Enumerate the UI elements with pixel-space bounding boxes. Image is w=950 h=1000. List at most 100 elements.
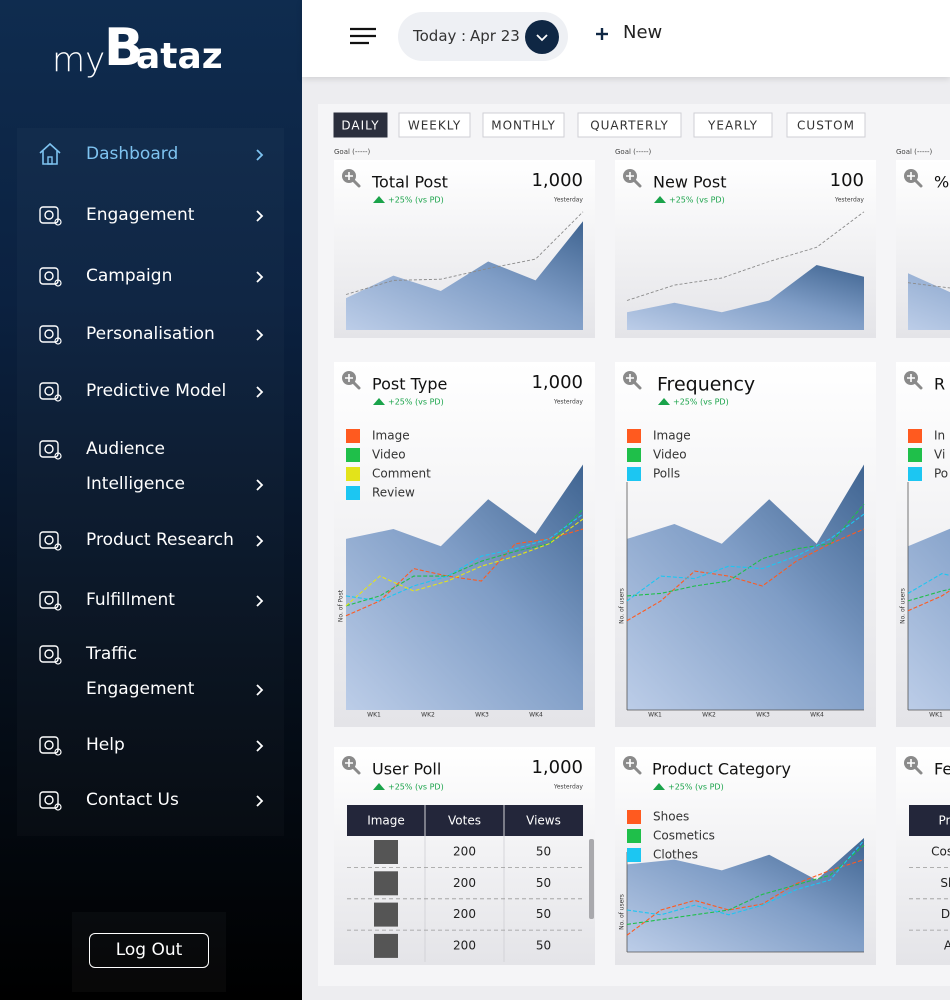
nav-item[interactable]: Product Research [0,523,302,558]
chevron-stroke [256,740,264,752]
card-change: +25% (vs PD) [669,196,725,205]
plus-icon [596,28,608,40]
card: R In Vi Po WK1 No. of users [896,362,950,727]
nav-label: Personalisation [86,324,215,344]
nav-icon [39,791,62,811]
icon-stroke [54,218,62,226]
card-change: +25% (vs PD) [388,196,444,205]
zoom-icon[interactable] [904,371,923,390]
logo-letter: B [104,18,144,78]
date-value: Apr 23 [470,27,520,45]
nav-item[interactable]: Fulfillment [0,583,302,618]
scrollbar[interactable] [589,839,594,919]
logout-button[interactable]: Log Out [89,933,209,968]
card-title: New Post [653,173,726,192]
goal-label: Goal (-----) [334,148,371,156]
tab[interactable]: MONTHLY [482,112,565,138]
card-title: % [934,173,949,192]
zoom-icon[interactable] [623,371,642,390]
chevron-stroke [256,595,264,607]
icon-stroke [44,444,54,454]
table-cell: Dr [941,907,950,921]
area [346,464,583,710]
zoom-icon[interactable] [904,756,923,775]
table-header-label: Image [367,814,405,828]
nav-chevron [256,271,264,283]
zoom-plus [907,374,915,382]
series-line [626,844,865,925]
series-line [345,513,584,602]
zoom-icon[interactable] [904,169,923,188]
nav-chevron [256,329,264,341]
tab-label: MONTHLY [491,119,556,133]
series-line [345,518,584,607]
nav-item[interactable]: Personalisation [0,317,302,352]
date-picker[interactable]: Today : Apr 23 [398,12,568,61]
zoom-icon[interactable] [342,169,361,188]
chevron-stroke [256,479,264,491]
nav-item[interactable]: Help [0,728,302,763]
zoom-handle [913,765,923,775]
legend-swatch [627,848,641,862]
icon-stroke [44,795,54,805]
table-header [347,805,583,836]
tab[interactable]: YEARLY [693,112,773,138]
nav-item[interactable]: Audience Intelligence [0,432,302,502]
legend-swatch [627,810,641,824]
zoom-handle [351,765,361,775]
card: Post Type 1,000 +25% (vs PD) Yesterday Image… [334,362,595,727]
tab-label: YEARLY [707,119,758,133]
chevron-stroke [256,329,264,341]
nav-icon [39,736,62,756]
nav-item[interactable]: Contact Us [0,783,302,818]
nav-item[interactable]: Predictive Model [0,374,302,409]
nav-icon [39,382,62,402]
icon-stroke [44,271,54,281]
icon-stroke [47,156,53,165]
card-title: Frequency [657,374,755,396]
zoom-handle [913,178,923,188]
tab[interactable]: WEEKLY [398,112,471,138]
date-label: Today [413,27,457,45]
tab[interactable]: QUARTERLY [577,112,682,138]
tab[interactable]: CUSTOM [786,112,866,138]
series-line [345,528,584,617]
nav-item[interactable]: Engagement [0,198,302,233]
legend-label: Shoes [653,810,689,824]
tab-label: DAILY [341,119,379,133]
nav-icon [39,531,62,551]
nav-label: Contact Us [86,790,179,810]
chevron-stroke [256,271,264,283]
zoom-icon[interactable] [623,169,642,188]
nav-item[interactable]: Campaign [0,259,302,294]
tab-box [333,112,388,138]
nav-label: Predictive Model [86,381,227,401]
zoom-icon[interactable] [342,371,361,390]
nav-label: Intelligence [86,474,185,494]
y-axis-label: No. of users [900,588,907,624]
zoom-plus [907,759,915,767]
icon-stroke [54,337,62,345]
zoom-icon[interactable] [342,756,361,775]
logo-suffix: ataz [136,36,223,77]
icon-stroke [39,736,59,754]
change-arrow [373,398,385,405]
menu-icon[interactable] [349,27,377,45]
legend-label: Po [934,467,948,481]
goal-label: Goal (-----) [615,148,652,156]
zoom-plus [626,374,634,382]
table-cell: 200 [453,938,476,952]
x-tick-label: WK3 [756,712,770,719]
card-since: Yesterday [553,784,584,791]
icon-stroke [39,142,61,154]
legend-label: In [934,429,945,443]
nav-item[interactable]: Traffic Engagement [0,637,302,707]
nav-label: Fulfillment [86,590,175,610]
series-line [626,513,865,602]
zoom-handle [632,765,642,775]
nav-chevron [256,210,264,222]
zoom-icon[interactable] [623,756,642,775]
tab[interactable]: DAILY [333,112,388,138]
nav-item[interactable]: Dashboard [0,137,302,172]
date-dropdown[interactable] [524,19,560,55]
